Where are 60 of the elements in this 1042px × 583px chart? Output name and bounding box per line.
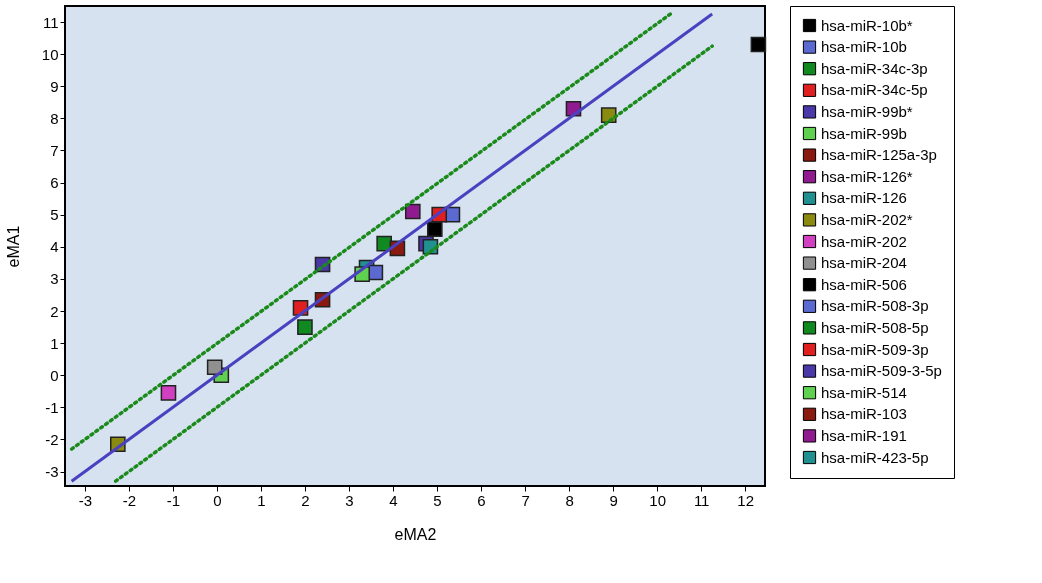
legend-label: hsa-miR-204	[821, 254, 907, 272]
point	[160, 385, 177, 401]
x-tick-label: 6	[477, 491, 486, 509]
x-tick-label: 3	[345, 491, 354, 509]
legend-label: hsa-miR-508-5p	[821, 318, 929, 336]
x-tick-label: -1	[166, 491, 181, 509]
legend-label: hsa-miR-508-3p	[821, 297, 929, 315]
legend-label: hsa-miR-99b*	[821, 102, 913, 120]
x-axis-title: eMA2	[394, 525, 437, 543]
x-tick-label: 5	[433, 491, 442, 509]
y-tick-label: 7	[50, 141, 59, 159]
legend-label: hsa-miR-202	[821, 232, 907, 250]
x-tick-label: -3	[78, 491, 92, 509]
legend-label: hsa-miR-126*	[821, 167, 913, 185]
y-tick-label: 4	[50, 238, 59, 256]
y-tick-label: 10	[41, 45, 59, 63]
x-tick-label: -2	[122, 491, 137, 509]
legend-label: hsa-miR-10b*	[821, 16, 913, 34]
y-tick-label: 5	[50, 206, 59, 224]
point	[297, 319, 313, 335]
x-tick-label: 12	[737, 491, 755, 509]
legend-label: hsa-miR-34c-3p	[821, 59, 928, 77]
legend-label: hsa-miR-509-3-5p	[821, 362, 942, 380]
x-tick-label: 11	[693, 491, 710, 509]
legend-label: hsa-miR-191	[821, 426, 907, 444]
y-tick-label: 8	[50, 109, 59, 127]
y-tick-label: -2	[45, 430, 59, 448]
y-tick-label: 9	[50, 77, 59, 95]
x-tick-label: 7	[521, 491, 530, 509]
legend-label: hsa-miR-10b	[821, 38, 907, 56]
y-axis-title: eMA1	[4, 225, 22, 268]
y-tick-label: 3	[50, 270, 59, 288]
legend-label: hsa-miR-506	[821, 275, 907, 293]
x-tick-label: 1	[257, 491, 266, 509]
x-tick-label: 9	[609, 491, 618, 509]
point	[206, 359, 223, 376]
y-tick-label: 2	[50, 302, 59, 320]
point	[426, 221, 443, 237]
y-tick-label: -3	[45, 463, 59, 481]
y-tick-label: 6	[50, 174, 59, 192]
y-tick-label: 11	[42, 13, 59, 31]
legend-label: hsa-miR-509-3p	[821, 340, 929, 358]
x-tick-label: 0	[213, 491, 222, 509]
legend-label: hsa-miR-125a-3p	[821, 146, 937, 164]
legend-label: hsa-miR-34c-5p	[821, 81, 928, 99]
y-tick-label: -1	[45, 398, 59, 416]
legend-label: hsa-miR-103	[821, 405, 907, 423]
point	[750, 36, 767, 53]
point	[404, 203, 421, 220]
y-tick-label: 0	[50, 366, 59, 384]
x-tick-label: 8	[565, 491, 574, 509]
y-tick-label: 1	[50, 334, 59, 352]
legend-label: hsa-miR-126	[821, 189, 907, 207]
legend-label: hsa-miR-423-5p	[821, 448, 929, 466]
legend-label: hsa-miR-514	[821, 383, 907, 401]
x-tick-label: 10	[649, 491, 666, 509]
legend-label: hsa-miR-202*	[821, 210, 913, 228]
legend-label: hsa-miR-99b	[821, 124, 907, 142]
x-tick-label: 4	[389, 491, 398, 509]
x-tick-label: 2	[301, 491, 310, 509]
